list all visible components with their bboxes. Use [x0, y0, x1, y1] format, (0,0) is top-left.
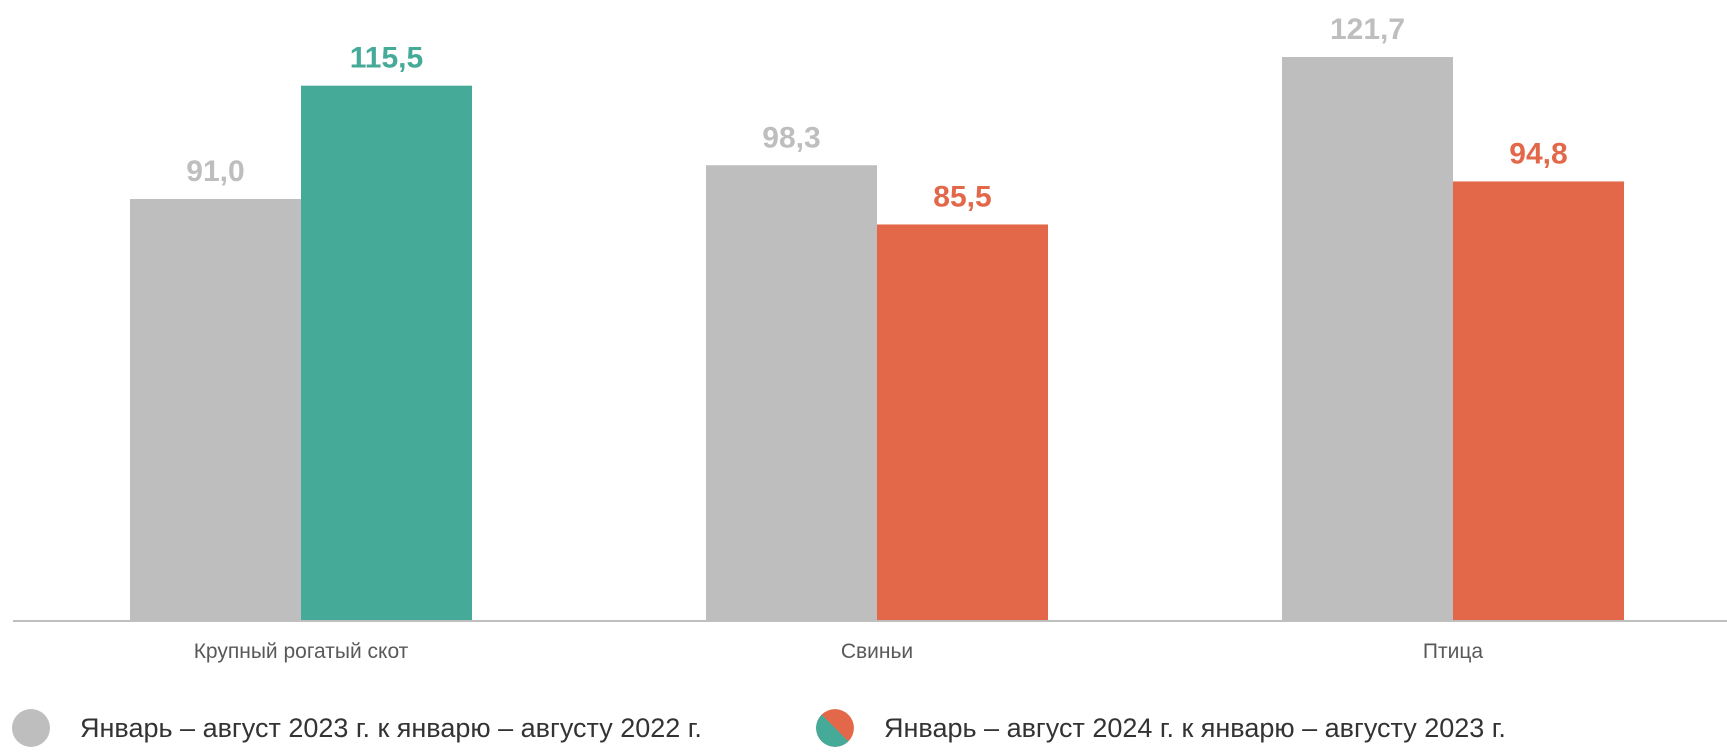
- legend-marker-split: [816, 709, 854, 747]
- data-label-2-0: 121,7: [1330, 13, 1405, 46]
- legend-label-2024: Январь – август 2024 г. к январю – авгус…: [884, 712, 1506, 743]
- legend-item-2023: Январь – август 2023 г. к январю – авгус…: [12, 709, 702, 747]
- category-label-0: Крупный рогатый скот: [194, 640, 409, 663]
- data-label-0-0: 91,0: [186, 155, 244, 188]
- bar-2-1: [1453, 181, 1624, 621]
- data-label-1-0: 98,3: [762, 121, 820, 154]
- legend-item-2024: Январь – август 2024 г. к январю – авгус…: [816, 709, 1506, 747]
- data-label-1-1: 85,5: [933, 180, 991, 213]
- legend-label-2023: Январь – август 2023 г. к январю – авгус…: [80, 712, 702, 743]
- bar-0-1: [301, 85, 472, 620]
- bar-1-1: [877, 224, 1048, 621]
- bar-2-0: [1282, 57, 1453, 620]
- bar-1-0: [706, 165, 877, 620]
- data-label-0-1: 115,5: [350, 42, 423, 75]
- legend-marker-gray: [12, 709, 50, 747]
- category-label-2: Птица: [1423, 640, 1483, 663]
- bar-chart: 91,0 115,5 Крупный рогатый скот 98,3 85,5 Сви…: [13, 13, 1727, 663]
- bar-0-0: [130, 199, 301, 620]
- data-label-2-1: 94,8: [1509, 137, 1567, 170]
- category-label-1: Свиньи: [841, 640, 913, 663]
